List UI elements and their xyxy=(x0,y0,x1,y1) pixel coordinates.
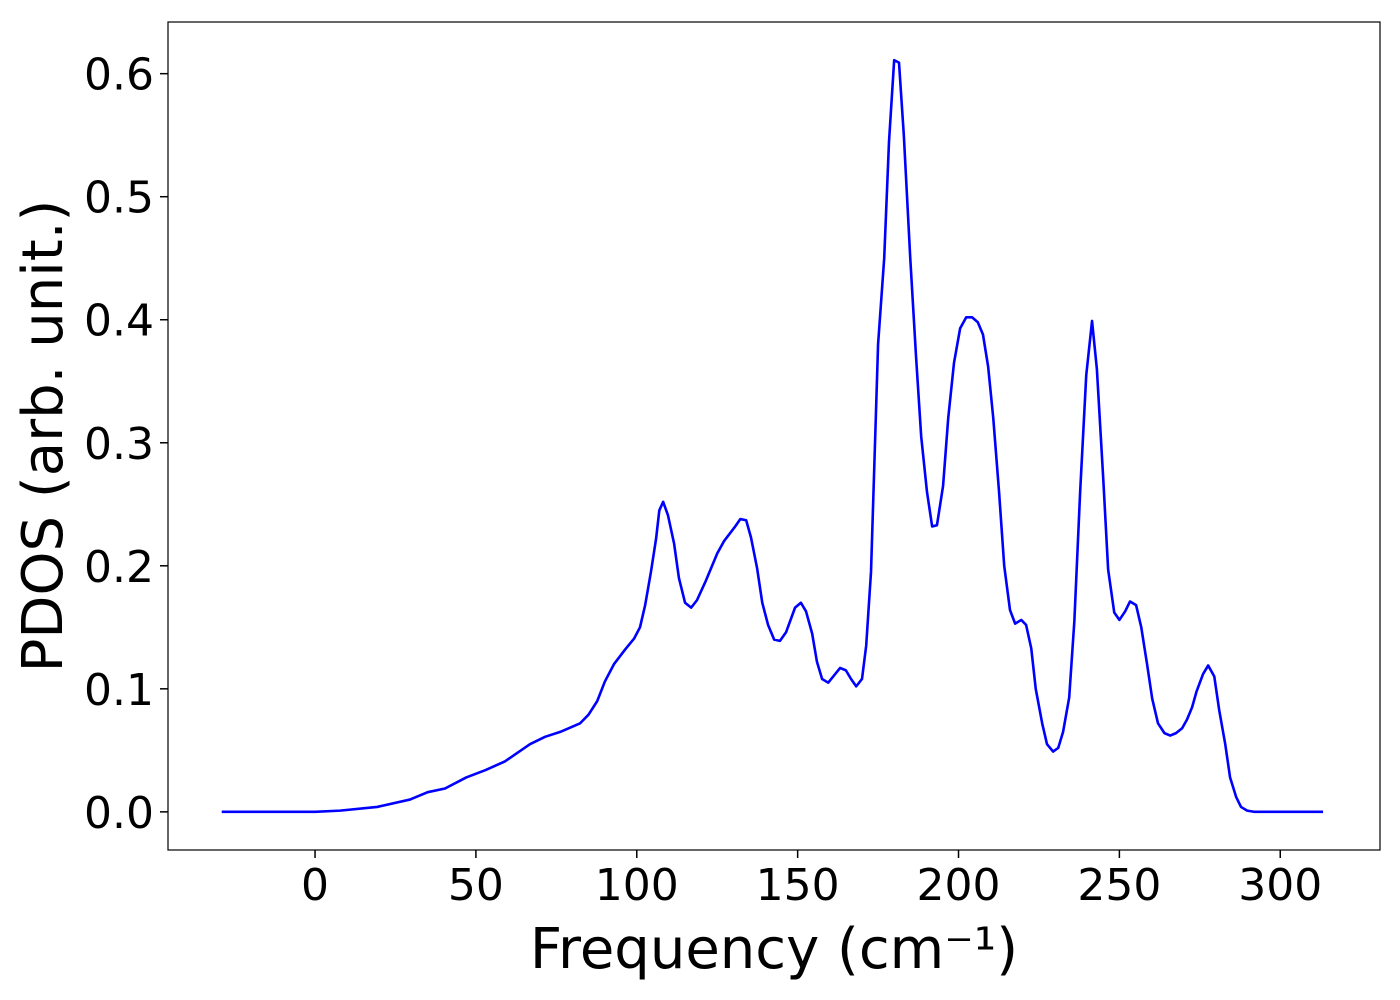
x-tick-label: 300 xyxy=(1238,860,1322,911)
y-tick-label: 0.6 xyxy=(84,50,154,101)
y-tick-label: 0.0 xyxy=(84,788,154,839)
y-tick-label: 0.1 xyxy=(84,665,154,716)
x-tick-label: 100 xyxy=(595,860,679,911)
x-tick-label: 200 xyxy=(917,860,1001,911)
y-tick-label: 0.5 xyxy=(84,173,154,224)
plot-frame xyxy=(167,21,1381,851)
x-tick-label: 250 xyxy=(1077,860,1161,911)
x-tick-label: 150 xyxy=(756,860,840,911)
data-line xyxy=(221,58,1324,814)
x-tick-label: 0 xyxy=(301,860,329,911)
x-axis-label: Frequency (cm⁻¹) xyxy=(530,917,1018,982)
x-tick-label: 50 xyxy=(448,860,504,911)
y-tick-label: 0.3 xyxy=(84,419,154,470)
y-tick-label: 0.2 xyxy=(84,542,154,593)
y-axis-label: PDOS (arb. unit.) xyxy=(11,200,76,673)
y-tick-label: 0.4 xyxy=(84,296,154,347)
